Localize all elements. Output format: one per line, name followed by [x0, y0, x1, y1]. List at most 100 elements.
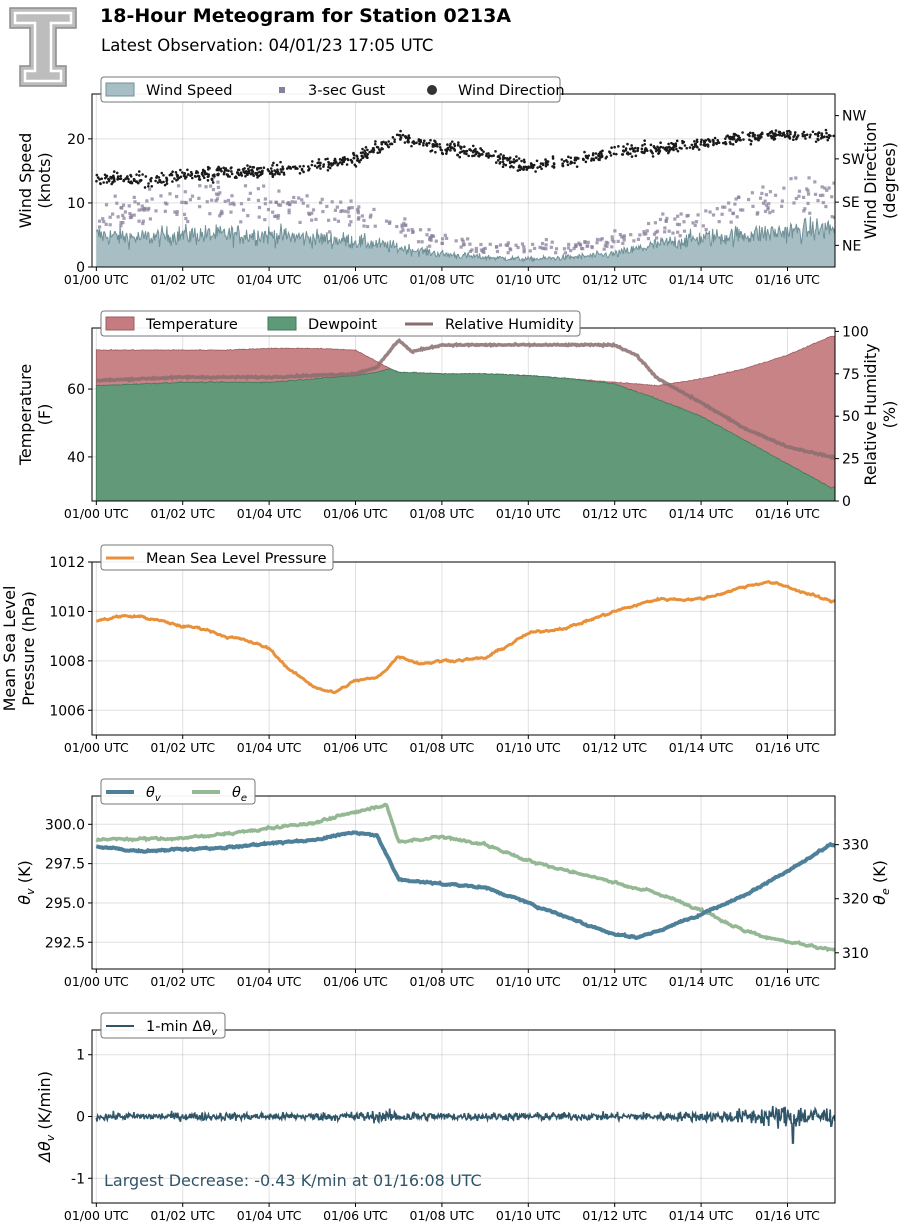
y-tick-label: 1010	[49, 604, 85, 620]
gust-marker	[307, 212, 312, 217]
gust-marker	[531, 242, 535, 246]
direction-marker	[494, 161, 498, 164]
gust-marker	[789, 177, 793, 181]
gust-marker	[595, 241, 599, 245]
direction-marker	[540, 167, 543, 171]
gust-marker	[369, 213, 373, 217]
direction-marker	[789, 130, 792, 134]
direction-marker	[534, 170, 537, 173]
direction-marker	[750, 139, 753, 143]
gust-marker	[508, 247, 512, 251]
direction-marker	[122, 178, 126, 182]
direction-marker	[417, 138, 421, 141]
direction-marker	[222, 172, 226, 176]
gust-marker	[532, 246, 537, 251]
y2-tick-label: 50	[842, 409, 860, 425]
direction-marker	[485, 154, 488, 158]
direction-marker	[298, 165, 302, 168]
direction-marker	[373, 142, 377, 146]
gust-marker	[143, 206, 147, 211]
x-tick-label: 01/06 UTC	[323, 974, 388, 989]
gust-marker	[603, 243, 607, 248]
gust-marker	[347, 223, 352, 227]
direction-marker	[147, 184, 150, 188]
direction-marker	[769, 130, 773, 134]
gust-marker	[821, 193, 825, 197]
gust-marker	[678, 234, 682, 238]
direction-marker	[116, 177, 120, 181]
direction-marker	[407, 134, 411, 137]
gust-marker	[184, 201, 188, 205]
direction-marker	[661, 146, 665, 149]
gust-marker	[113, 194, 117, 198]
direction-marker	[390, 142, 393, 146]
gust-marker	[833, 215, 835, 220]
y2-tick-label: 320	[842, 892, 869, 908]
direction-marker	[729, 142, 732, 146]
direction-marker	[724, 137, 727, 140]
gust-marker	[667, 229, 671, 233]
direction-marker	[645, 148, 648, 151]
direction-marker	[832, 134, 835, 138]
gust-marker	[102, 220, 106, 224]
gust-marker	[443, 233, 447, 237]
gust-marker	[400, 223, 404, 227]
direction-marker	[805, 133, 809, 137]
plot-area-wind	[92, 94, 835, 267]
direction-marker	[298, 172, 302, 175]
gust-marker	[133, 200, 137, 204]
gust-marker	[231, 201, 235, 205]
gust-marker	[562, 247, 567, 251]
gust-marker	[204, 185, 208, 189]
direction-marker	[330, 164, 333, 167]
gust-marker	[731, 211, 735, 215]
gust-marker	[183, 190, 187, 194]
gust-marker	[266, 207, 271, 212]
direction-marker	[134, 180, 138, 184]
gust-marker	[805, 187, 809, 191]
gust-marker	[544, 243, 548, 247]
direction-marker	[336, 163, 339, 167]
gust-marker	[727, 201, 731, 205]
gust-marker	[288, 202, 292, 206]
plot-area-thermo	[92, 328, 835, 501]
gust-marker	[214, 199, 218, 203]
panel-wind: 01/00 UTC 01/02 UTC 01/04 UTC 01/06 UTC 01/0…	[16, 76, 899, 287]
direction-marker	[262, 166, 266, 170]
direction-marker	[539, 165, 542, 168]
gust-marker	[356, 211, 360, 215]
x-tick-label: 01/08 UTC	[410, 740, 475, 755]
gust-marker	[440, 237, 445, 241]
page-subtitle: Latest Observation: 04/01/23 17:05 UTC	[101, 36, 434, 55]
gust-marker	[676, 230, 680, 234]
direction-marker	[340, 162, 344, 166]
delta-theta-line	[95, 1105, 835, 1144]
direction-marker	[622, 145, 625, 148]
direction-marker	[346, 158, 350, 162]
direction-marker	[119, 177, 123, 180]
legend-label: Dewpoint	[308, 317, 377, 333]
legend-swatch	[105, 316, 135, 331]
direction-marker	[654, 149, 658, 153]
legend-box	[100, 1012, 226, 1039]
gust-marker	[676, 214, 680, 218]
direction-marker	[171, 180, 174, 183]
gust-marker	[780, 199, 784, 203]
gust-marker	[711, 213, 716, 217]
direction-marker	[387, 145, 391, 149]
gust-marker	[239, 202, 244, 206]
direction-marker	[772, 135, 776, 139]
gust-marker	[146, 208, 150, 212]
gust-marker	[357, 216, 361, 220]
direction-marker	[479, 153, 482, 156]
gust-marker	[276, 213, 281, 218]
direction-marker	[643, 149, 647, 153]
direction-marker	[322, 163, 326, 166]
y2-tick-label: NW	[842, 109, 866, 125]
gust-marker	[328, 230, 332, 234]
y-tick-label: 1	[76, 1048, 85, 1064]
direction-marker	[465, 152, 468, 156]
direction-marker	[446, 143, 449, 146]
gust-marker	[220, 209, 224, 213]
gust-marker	[256, 198, 261, 203]
